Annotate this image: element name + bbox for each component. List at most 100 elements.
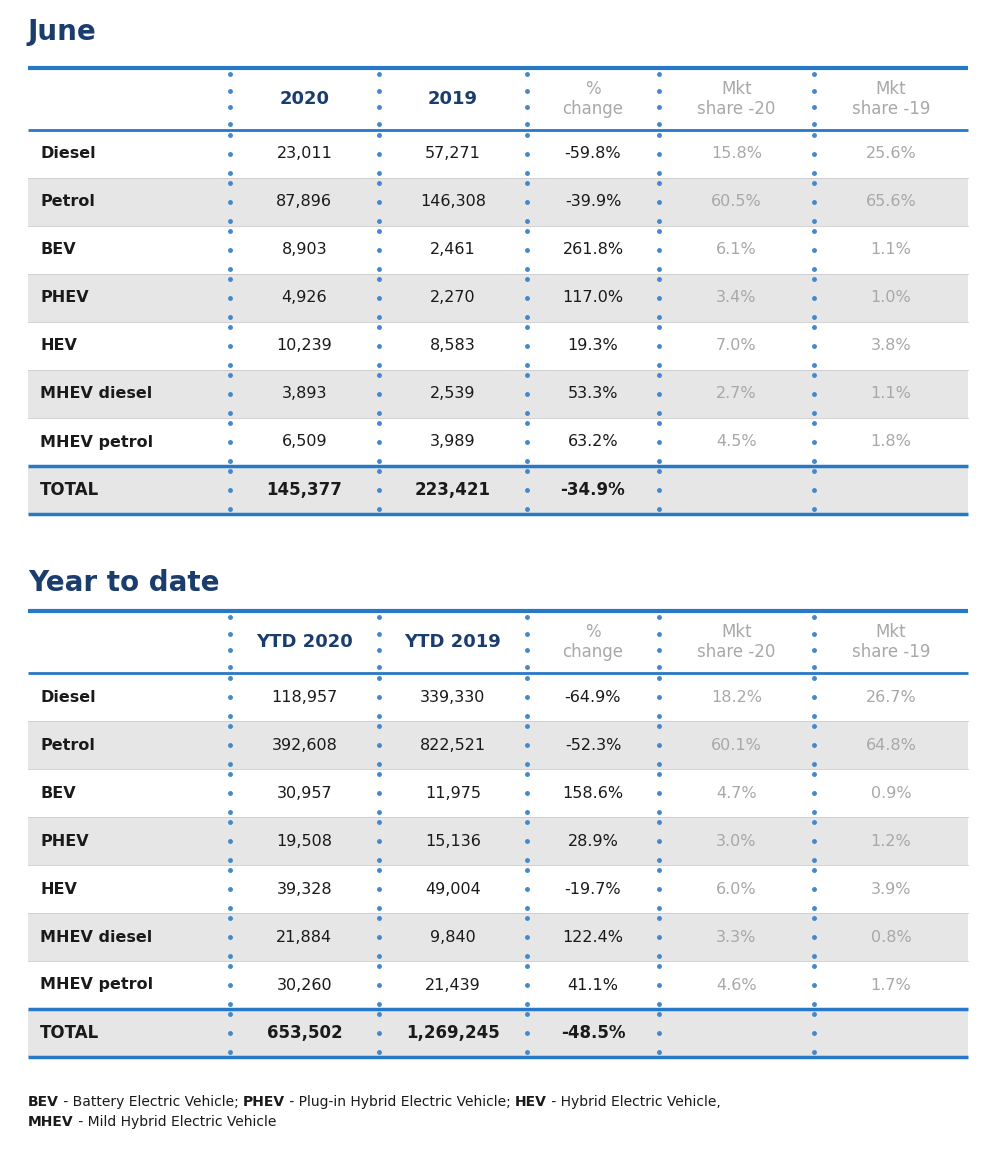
Text: -59.8%: -59.8% [565,146,621,161]
Text: 4,926: 4,926 [282,290,327,305]
Text: 21,884: 21,884 [276,930,332,945]
Text: 28.9%: 28.9% [568,834,618,849]
Text: 65.6%: 65.6% [866,195,916,209]
Text: 2,270: 2,270 [430,290,476,305]
Bar [28,466,968,514]
Text: HEV: HEV [40,881,77,896]
Text: 3,989: 3,989 [430,434,476,449]
Text: 2,461: 2,461 [430,243,476,258]
Text: -48.5%: -48.5% [561,1024,625,1043]
Text: 158.6%: 158.6% [562,786,624,800]
Text: 4.5%: 4.5% [716,434,757,449]
Text: 2,539: 2,539 [430,387,476,402]
Text: MHEV petrol: MHEV petrol [40,434,153,449]
Text: 15.8%: 15.8% [711,146,762,161]
Text: - Plug-in Hybrid Electric Vehicle;: - Plug-in Hybrid Electric Vehicle; [285,1095,515,1109]
Text: 2020: 2020 [279,91,329,108]
Text: TOTAL: TOTAL [40,481,99,499]
Text: 6.1%: 6.1% [716,243,757,258]
Text: 146,308: 146,308 [420,195,486,209]
Bar [28,817,968,865]
Text: PHEV: PHEV [243,1095,285,1109]
Text: Diesel: Diesel [40,690,96,705]
Text: 1.7%: 1.7% [871,978,911,993]
Text: 8,903: 8,903 [282,243,327,258]
Text: 19.3%: 19.3% [568,339,618,353]
Text: 21,439: 21,439 [425,978,481,993]
Text: %
change: % change [562,80,623,118]
Text: 3.0%: 3.0% [716,834,757,849]
Text: - Battery Electric Vehicle;: - Battery Electric Vehicle; [59,1095,243,1109]
Bar [28,721,968,769]
Text: 2.7%: 2.7% [716,387,757,402]
Text: 1.1%: 1.1% [870,387,911,402]
Text: 60.5%: 60.5% [711,195,762,209]
Text: 30,260: 30,260 [277,978,332,993]
Text: 223,421: 223,421 [415,481,491,499]
Text: 10,239: 10,239 [276,339,332,353]
Text: BEV: BEV [28,1095,59,1109]
Text: 87,896: 87,896 [276,195,332,209]
Text: 15,136: 15,136 [425,834,481,849]
Text: 25.6%: 25.6% [866,146,916,161]
Text: Year to date: Year to date [28,569,220,597]
Text: MHEV petrol: MHEV petrol [40,978,153,993]
Text: %
change: % change [562,622,623,662]
Text: 64.8%: 64.8% [865,737,916,752]
Text: 339,330: 339,330 [420,690,486,705]
Text: -64.9%: -64.9% [565,690,621,705]
Text: Mkt
share -20: Mkt share -20 [697,80,775,118]
Text: Petrol: Petrol [40,737,95,752]
Text: 60.1%: 60.1% [711,737,762,752]
Text: 822,521: 822,521 [420,737,486,752]
Text: PHEV: PHEV [40,834,89,849]
Text: 261.8%: 261.8% [562,243,624,258]
Text: 19,508: 19,508 [276,834,332,849]
Text: HEV: HEV [515,1095,547,1109]
Text: MHEV: MHEV [28,1115,74,1128]
Text: 3.8%: 3.8% [871,339,911,353]
Text: 53.3%: 53.3% [568,387,618,402]
Text: - Hybrid Electric Vehicle,: - Hybrid Electric Vehicle, [547,1095,721,1109]
Text: 1,269,245: 1,269,245 [406,1024,500,1043]
Text: BEV: BEV [40,786,76,800]
Text: MHEV diesel: MHEV diesel [40,930,152,945]
Text: 122.4%: 122.4% [562,930,623,945]
Text: June: June [28,19,97,46]
Text: 9,840: 9,840 [430,930,476,945]
Text: 30,957: 30,957 [277,786,332,800]
Text: 39,328: 39,328 [277,881,332,896]
Text: - Mild Hybrid Electric Vehicle: - Mild Hybrid Electric Vehicle [74,1115,276,1128]
Text: 2019: 2019 [428,91,478,108]
Text: 1.0%: 1.0% [871,290,911,305]
Text: Diesel: Diesel [40,146,96,161]
Text: 1.8%: 1.8% [870,434,911,449]
Text: -39.9%: -39.9% [565,195,621,209]
Bar [28,274,968,322]
Text: BEV: BEV [40,243,76,258]
Text: 653,502: 653,502 [267,1024,342,1043]
Text: YTD 2019: YTD 2019 [405,633,501,651]
Text: 63.2%: 63.2% [568,434,618,449]
Text: 23,011: 23,011 [276,146,332,161]
Text: 7.0%: 7.0% [716,339,757,353]
Text: 1.2%: 1.2% [871,834,911,849]
Text: 26.7%: 26.7% [866,690,916,705]
Text: 4.7%: 4.7% [716,786,757,800]
Text: 3,893: 3,893 [282,387,327,402]
Bar [28,178,968,226]
Bar [28,913,968,961]
Text: 57,271: 57,271 [425,146,481,161]
Text: TOTAL: TOTAL [40,1024,99,1043]
Text: 118,957: 118,957 [271,690,337,705]
Text: HEV: HEV [40,339,77,353]
Text: -34.9%: -34.9% [561,481,625,499]
Text: -52.3%: -52.3% [565,737,621,752]
Text: 1.1%: 1.1% [870,243,911,258]
Text: Petrol: Petrol [40,195,95,209]
Text: -19.7%: -19.7% [565,881,621,896]
Text: 145,377: 145,377 [266,481,342,499]
Text: Mkt
share -19: Mkt share -19 [852,80,930,118]
Text: 11,975: 11,975 [425,786,481,800]
Text: 3.4%: 3.4% [716,290,757,305]
